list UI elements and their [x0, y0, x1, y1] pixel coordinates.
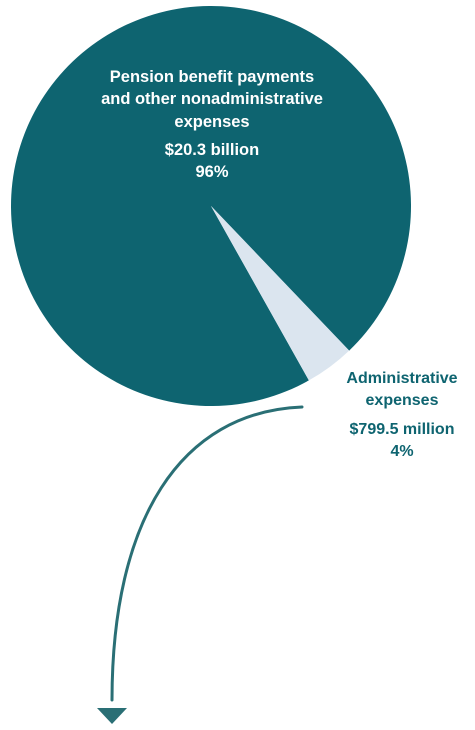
- pension-label-line-1: Pension benefit payments: [109, 68, 315, 86]
- admin-label-line-1: Administrative: [346, 370, 458, 387]
- admin-label-line-2: expenses: [365, 391, 439, 409]
- admin-percent: 4%: [390, 442, 414, 460]
- pension-label-line-2: and other nonadministrative: [101, 90, 323, 109]
- callout-arrow: [110, 405, 304, 702]
- pie-slice-pension: [11, 5, 412, 406]
- administrative-slice-label: Administrative expenses $799.5 million 4…: [330, 368, 474, 462]
- pension-label-line-3: expenses: [174, 112, 250, 131]
- pension-slice-label: Pension benefit payments and other nonad…: [40, 66, 384, 183]
- pension-percent: 96%: [195, 163, 229, 182]
- admin-amount: $799.5 million: [349, 421, 455, 439]
- arrow-head-icon: [97, 708, 127, 724]
- pension-amount: $20.3 billion: [164, 140, 260, 159]
- pie-slice-administrative: [211, 206, 350, 381]
